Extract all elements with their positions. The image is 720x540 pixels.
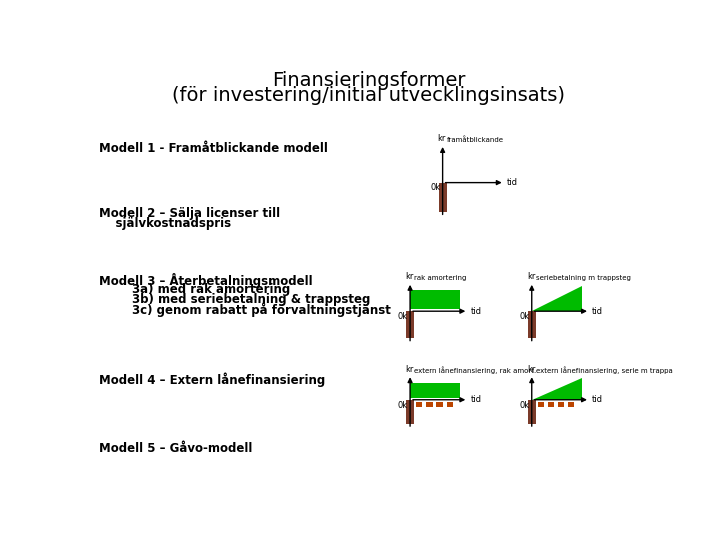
Bar bbox=[528, 400, 536, 424]
Text: 3c) genom rabatt på förvaltningstjänst: 3c) genom rabatt på förvaltningstjänst bbox=[99, 303, 391, 318]
Text: Modell 5 – Gåvo-modell: Modell 5 – Gåvo-modell bbox=[99, 442, 253, 455]
Bar bbox=[426, 402, 433, 408]
Bar bbox=[548, 402, 554, 408]
Text: Modell 4 – Extern lånefinansiering: Modell 4 – Extern lånefinansiering bbox=[99, 373, 325, 387]
Text: kr: kr bbox=[405, 272, 413, 281]
Text: kr: kr bbox=[527, 364, 535, 374]
Text: självkostnadspris: självkostnadspris bbox=[99, 217, 231, 230]
Bar bbox=[568, 402, 575, 408]
Text: 0k: 0k bbox=[519, 312, 529, 321]
Text: kr: kr bbox=[438, 134, 446, 143]
Text: seriebetalning m trappsteg: seriebetalning m trappsteg bbox=[536, 275, 631, 281]
Bar bbox=[406, 400, 414, 424]
Text: Modell 3 – Återbetalningsmodell: Modell 3 – Återbetalningsmodell bbox=[99, 273, 313, 288]
Bar bbox=[416, 402, 423, 408]
Text: tid: tid bbox=[593, 395, 603, 404]
Text: tid: tid bbox=[471, 395, 482, 404]
Text: Modell 2 – Sälja licenser till: Modell 2 – Sälja licenser till bbox=[99, 207, 280, 220]
Text: rak amortering: rak amortering bbox=[414, 275, 467, 281]
Text: tid: tid bbox=[471, 307, 482, 316]
Text: Modell 1 - Framåtblickande modell: Modell 1 - Framåtblickande modell bbox=[99, 142, 328, 155]
Text: 0k: 0k bbox=[397, 401, 408, 409]
Bar bbox=[410, 383, 461, 398]
Bar bbox=[410, 289, 461, 309]
Bar bbox=[538, 402, 544, 408]
Bar bbox=[446, 402, 453, 408]
Text: kr: kr bbox=[405, 364, 413, 374]
Text: tid: tid bbox=[593, 307, 603, 316]
Polygon shape bbox=[532, 378, 582, 400]
Bar bbox=[528, 311, 536, 338]
Text: 3a) med rak amortering: 3a) med rak amortering bbox=[99, 283, 291, 296]
Text: kr: kr bbox=[527, 272, 535, 281]
Bar bbox=[558, 402, 564, 408]
Text: 0k: 0k bbox=[519, 401, 529, 409]
Text: tid: tid bbox=[507, 178, 518, 187]
Polygon shape bbox=[532, 286, 582, 311]
Text: 3b) med seriebetalning & trappsteg: 3b) med seriebetalning & trappsteg bbox=[99, 293, 371, 306]
Text: extern lånefinansiering, rak amort.: extern lånefinansiering, rak amort. bbox=[414, 366, 536, 374]
Text: Finansieringsformer: Finansieringsformer bbox=[272, 71, 466, 90]
Text: 0k: 0k bbox=[397, 312, 408, 321]
Text: extern lånefinansiering, serie m trappa: extern lånefinansiering, serie m trappa bbox=[536, 366, 672, 374]
Bar bbox=[436, 402, 443, 408]
Text: 0k: 0k bbox=[430, 184, 441, 192]
Bar bbox=[406, 311, 414, 338]
Bar bbox=[438, 183, 446, 212]
Text: framåtblickande: framåtblickande bbox=[446, 137, 503, 143]
Text: (för investering/initial utvecklingsinsats): (för investering/initial utvecklingsinsa… bbox=[173, 85, 565, 105]
